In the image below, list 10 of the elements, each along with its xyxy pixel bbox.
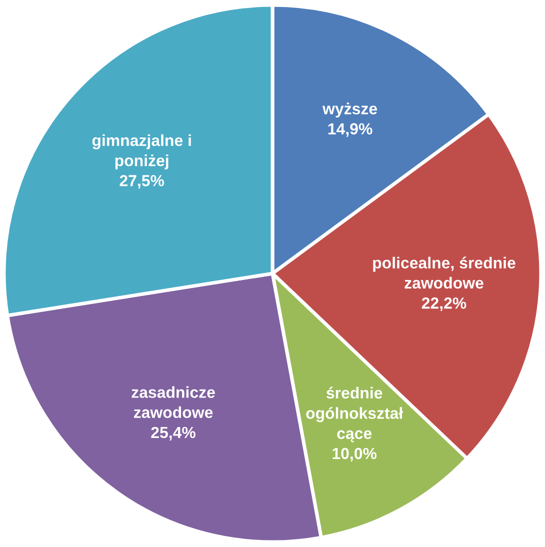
- data-label: 27,5%: [120, 175, 164, 189]
- data-label: 14,9%: [328, 123, 372, 137]
- data-label: 25,4%: [151, 426, 196, 440]
- slice-label: zasadnicze zawodowe: [132, 386, 215, 418]
- slice-label: średnie ogólnokształ cące: [306, 386, 404, 442]
- slice-label: wyższe: [322, 102, 378, 118]
- data-label: 22,2%: [422, 297, 466, 312]
- slice-label: gimnazjalne i poniżej: [92, 134, 191, 170]
- slice-label: policealne, średnie zawodowe: [373, 256, 516, 289]
- data-label: 10,0%: [332, 448, 377, 462]
